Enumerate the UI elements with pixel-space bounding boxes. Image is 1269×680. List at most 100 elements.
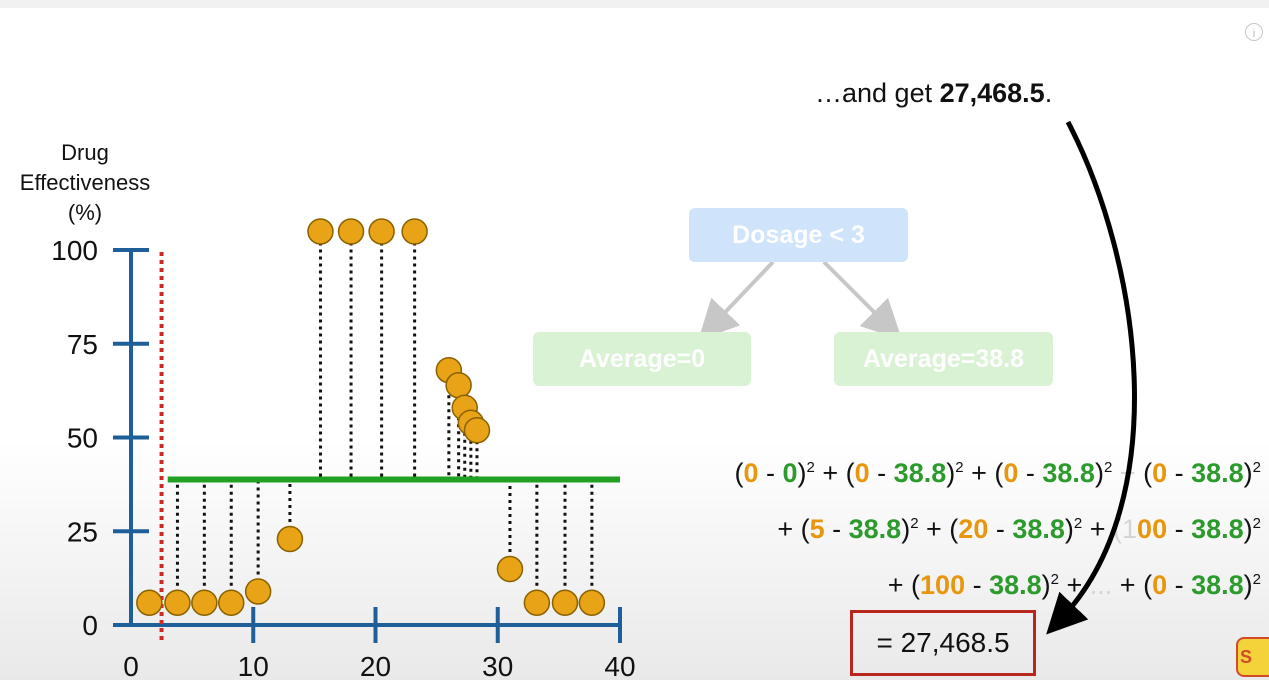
equation-term: - [869, 458, 894, 488]
tree-root-node: Dosage < 3 [689, 208, 908, 262]
equation-term: 2 [955, 459, 964, 476]
data-point [578, 589, 606, 616]
equation-term: 0 [743, 458, 759, 488]
equation-term: ... [1089, 570, 1113, 600]
equation-term: ) [1243, 570, 1253, 600]
equation-term: 2 [1073, 515, 1083, 532]
equation-term: ( [734, 458, 744, 488]
equation-term: ) [901, 514, 911, 544]
equation-term: + [1082, 514, 1114, 544]
channel-logo-icon: S [1236, 637, 1269, 677]
y-axis-label: Drug Effectiveness (%) [19, 140, 151, 225]
data-point [523, 589, 551, 616]
equation-term: 38.8 [1191, 458, 1244, 488]
equation-term: + ( [918, 514, 959, 544]
equation-term: 00 [1137, 514, 1168, 544]
equation-term: ) [797, 458, 807, 488]
x-tick-label: 20 [360, 651, 391, 680]
data-point [276, 525, 304, 553]
equation-term: + ( [777, 514, 810, 544]
tree-edge-right [822, 260, 903, 341]
tree-edge-left [698, 260, 775, 341]
equation-term: + ( [814, 458, 855, 488]
equation-term: 38.8 [989, 570, 1042, 600]
equation-term: - [988, 514, 1013, 544]
equation-term: 38.8 [848, 514, 902, 544]
data-point [191, 589, 218, 616]
data-point [217, 589, 245, 616]
equation-term: ) [946, 458, 956, 488]
equation-term: ) [1064, 514, 1074, 544]
equation-term: 2 [1050, 571, 1059, 588]
equation-term: 38.8 [1191, 514, 1244, 544]
equation-term: 0 [854, 458, 870, 488]
x-tick-label: 0 [123, 651, 139, 680]
equation-term: 38.8 [893, 458, 947, 488]
x-tick-label: 10 [238, 651, 269, 680]
x-tick-label: 30 [482, 651, 513, 680]
callout-prefix: …and get [815, 78, 940, 108]
equation-term: - [1167, 570, 1192, 600]
equation-term: - [1167, 514, 1192, 544]
equation-term: - [965, 570, 990, 600]
equation-term: - [1018, 458, 1043, 488]
equation-term: ) [1243, 458, 1253, 488]
equation-term: + ( [1112, 570, 1153, 600]
equation-line-2: + (5 - 38.8)2 + (20 - 38.8)2 + (100 - 38… [777, 514, 1261, 545]
equation-term: 2 [806, 459, 815, 476]
data-point [136, 589, 163, 616]
top-strip [0, 0, 1269, 8]
result-box: = 27,468.5 [850, 610, 1036, 676]
equation-term: 2 [910, 515, 919, 532]
equation-term: 2 [1103, 459, 1113, 476]
equation-term: 0 [1152, 570, 1168, 600]
equation-term: - [824, 514, 849, 544]
equation-term: + ( [887, 570, 921, 600]
y-tick-label: 100 [51, 235, 98, 266]
equation-term: 38.8 [1042, 458, 1095, 488]
callout-value: 27,468.5 [939, 78, 1045, 108]
data-point [244, 578, 272, 605]
callout-text: …and get 27,468.5. [815, 78, 1052, 109]
info-icon[interactable]: i [1245, 23, 1263, 41]
equation-term: ) [1041, 570, 1051, 600]
data-point [307, 218, 334, 245]
data-point [164, 589, 191, 616]
equation-term: ) [1094, 458, 1104, 488]
y-tick-label: 75 [67, 329, 98, 360]
data-point [551, 589, 579, 616]
equation-term: 100 [920, 570, 966, 600]
tree-right-leaf: Average=38.8 [834, 332, 1053, 386]
equation-term: 2 [1252, 459, 1261, 476]
equation-term: ( [1143, 458, 1153, 488]
x-tick-label: 40 [604, 651, 635, 680]
equation-line-3: + (100 - 38.8)2 + ... + (0 - 38.8)2 [888, 570, 1261, 601]
equation-term: 2 [1252, 571, 1261, 588]
equation-term: - [1167, 458, 1192, 488]
y-tick-label: 50 [67, 423, 98, 454]
y-tick-label: 25 [67, 516, 98, 547]
data-point [401, 218, 428, 245]
data-point [368, 218, 395, 245]
equation-term: - [758, 458, 783, 488]
equation-term: 0 [782, 458, 798, 488]
equation-term: 0 [1003, 458, 1019, 488]
equation-term: 38.8 [1191, 570, 1244, 600]
equation-term: + ( [963, 458, 1004, 488]
data-point [337, 218, 365, 245]
equation-term: 5 [809, 514, 825, 544]
equation-term: 20 [958, 514, 989, 544]
equation-term: ) [1243, 514, 1253, 544]
callout-suffix: . [1044, 78, 1053, 108]
data-point [463, 417, 491, 444]
equation-term: 2 [1252, 515, 1261, 532]
callout-arrow-path [1046, 120, 1137, 635]
data-point [496, 555, 524, 583]
equation-term: 38.8 [1012, 514, 1065, 544]
tree-left-leaf: Average=0 [533, 332, 751, 386]
y-tick-label: 0 [82, 610, 98, 641]
equation-term: 0 [1152, 458, 1168, 488]
